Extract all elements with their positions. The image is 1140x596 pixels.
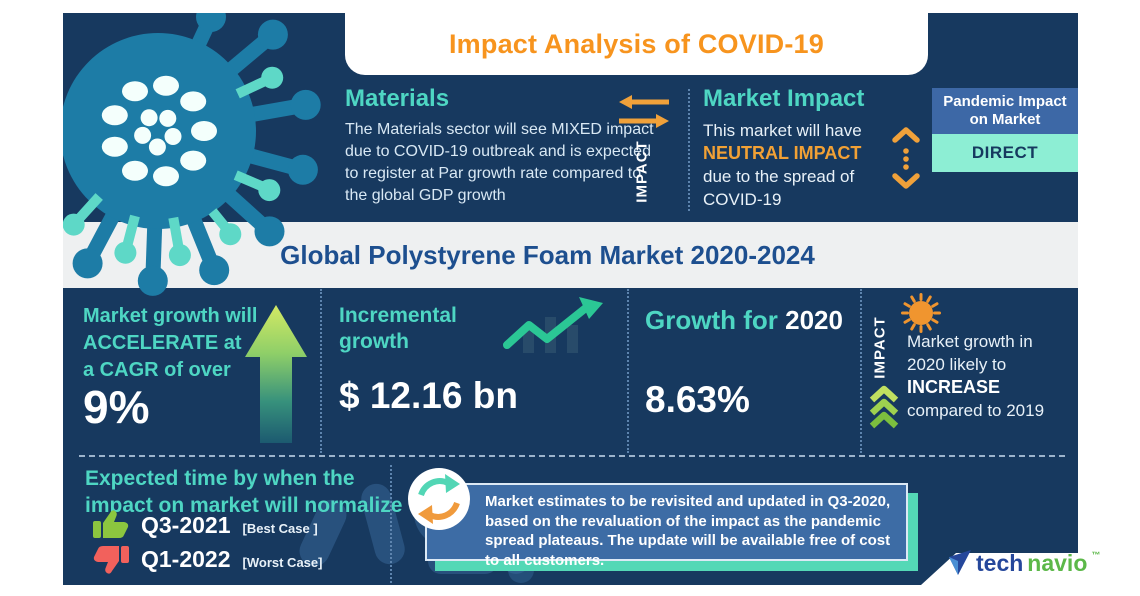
pandemic-impact-value: DIRECT <box>932 134 1078 172</box>
cagr-line3: a CAGR of over <box>83 359 231 381</box>
thumbs-up-icon <box>93 510 129 538</box>
worst-case-row: Q1-2022 [Worst Case] <box>93 544 322 574</box>
cagr-line1: Market growth will <box>83 305 258 327</box>
divider-metric-2 <box>627 289 629 453</box>
materials-description: The Materials sector will see MIXED impa… <box>345 121 654 204</box>
growth-2020-prefix: Growth for <box>645 305 778 335</box>
best-case-quarter: Q3-2021 <box>141 511 231 538</box>
market-impact-highlight: NEUTRAL IMPACT <box>703 143 862 163</box>
worst-case-quarter: Q1-2022 <box>141 545 231 572</box>
divider-metric-1 <box>320 289 322 453</box>
growth-2020-year: 2020 <box>785 305 843 335</box>
cagr-value: 9% <box>83 381 150 433</box>
up-down-arrows-icon <box>892 127 920 189</box>
best-case-label: [Best Case ] <box>242 520 318 536</box>
cagr-section: Market growth will ACCELERATE at a CAGR … <box>83 303 258 433</box>
divider-top <box>688 89 690 211</box>
impact-vertical-label-top: IMPACT <box>633 139 651 203</box>
technavio-logo: tech navio ™ <box>948 550 1100 576</box>
cagr-line2: ACCELERATE at <box>83 332 242 354</box>
market-impact-line1: This market will have <box>703 121 862 140</box>
logo-text-tech: tech <box>976 550 1024 576</box>
logo-text-navio: navio <box>1027 550 1088 576</box>
exchange-arrows-icon <box>619 95 669 128</box>
growth-2020-value: 8.63% <box>645 379 750 420</box>
normalize-heading: Expected time by when the impact on mark… <box>85 467 403 517</box>
technavio-arrow-icon <box>949 550 971 575</box>
triple-chevron-up-icon <box>869 385 899 429</box>
impact-note-highlight: INCREASE <box>907 377 1001 397</box>
impact-vertical-label-side: IMPACT <box>871 315 889 379</box>
incremental-heading: Incremental growth <box>339 304 457 353</box>
logo-trademark: ™ <box>1091 550 1101 560</box>
trend-chart-icon <box>503 297 603 353</box>
market-impact-section: Market Impact This market will have NEUT… <box>703 85 903 211</box>
coronavirus-illustration-icon <box>63 13 321 296</box>
pandemic-impact-box: Pandemic Impact on Market DIRECT <box>932 88 1078 172</box>
market-title: Global Polystyrene Foam Market 2020-2024 <box>280 239 815 270</box>
update-note-box: Market estimates to be revisited and upd… <box>425 483 908 569</box>
materials-heading: Materials <box>345 85 450 112</box>
market-impact-line3: COVID-19 <box>703 190 782 209</box>
best-case-row: Q3-2021 [Best Case ] <box>93 510 318 540</box>
main-panel: Global Polystyrene Foam Market 2020-2024 <box>63 13 1078 585</box>
update-note-text: Market estimates to be revisited and upd… <box>485 493 891 569</box>
growth-up-arrow-icon <box>245 305 307 443</box>
worst-case-label: [Worst Case] <box>242 554 323 570</box>
header-banner: Impact Analysis of COVID-19 <box>345 13 928 75</box>
market-impact-heading: Market Impact <box>703 85 865 112</box>
materials-section: Materials The Materials sector will see … <box>345 85 655 207</box>
divider-bottom <box>390 465 392 583</box>
divider-metric-3 <box>860 289 862 453</box>
market-impact-line2: due to the spread of <box>703 167 855 186</box>
market-title-band: Global Polystyrene Foam Market 2020-2024 <box>63 222 1078 288</box>
refresh-icon <box>408 468 470 530</box>
incremental-value: $ 12.16 bn <box>339 375 518 416</box>
pandemic-impact-header: Pandemic Impact on Market <box>932 88 1078 134</box>
growth-2020-heading: Growth for 2020 <box>645 305 843 336</box>
impact-note-text: Market growth in 2020 likely to INCREASE… <box>907 330 1077 422</box>
virus-icon <box>901 293 941 333</box>
thumbs-down-icon <box>93 546 129 574</box>
divider-horizontal <box>79 455 1065 457</box>
header-title: Impact Analysis of COVID-19 <box>448 28 824 59</box>
